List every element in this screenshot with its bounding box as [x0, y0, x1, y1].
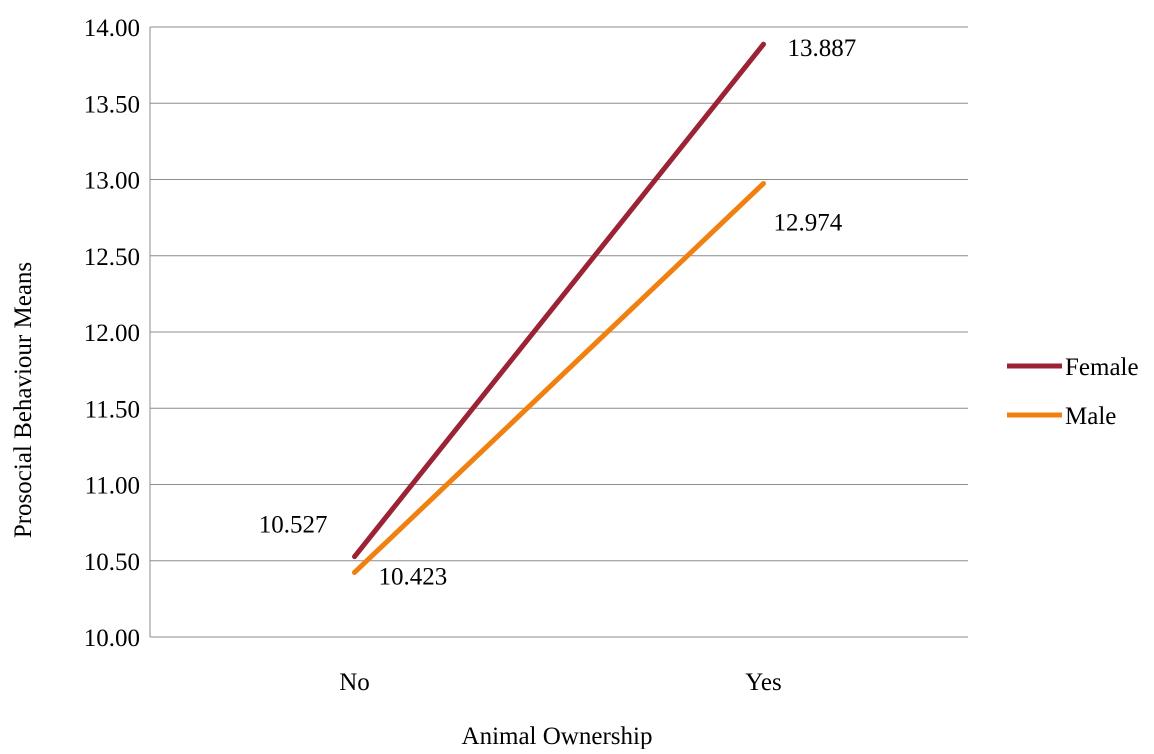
y-tick-label: 12.50 — [84, 244, 140, 271]
y-tick-label: 13.00 — [84, 168, 140, 195]
data-label-female: 13.887 — [788, 35, 857, 62]
data-label-female: 10.527 — [259, 512, 328, 539]
legend-label-female: Female — [1065, 354, 1139, 381]
series-lines — [352, 41, 766, 575]
data-label-male: 12.974 — [774, 209, 843, 236]
data-label-male: 10.423 — [379, 563, 448, 590]
y-tick-label: 14.00 — [84, 15, 140, 42]
legend: Female Male — [1007, 354, 1139, 430]
x-axis-title: Animal Ownership — [462, 723, 653, 749]
y-tick-label: 13.50 — [84, 91, 140, 118]
y-tick-labels: 10.00 10.50 11.00 11.50 12.00 12.50 13.00 13.50… — [84, 15, 140, 652]
x-tick-label: No — [339, 669, 370, 696]
y-tick-label: 12.00 — [84, 320, 140, 347]
x-tick-label: Yes — [745, 669, 781, 696]
y-tick-label: 11.00 — [85, 473, 140, 500]
x-tick-labels: No Yes — [339, 669, 781, 696]
axes — [149, 27, 968, 638]
y-tick-label: 10.00 — [84, 625, 140, 652]
y-axis-title: Prosocial Behaviour Means — [10, 262, 37, 538]
y-tick-label: 11.50 — [85, 396, 140, 423]
series-line-female — [352, 41, 766, 560]
legend-label-male: Male — [1065, 403, 1116, 430]
data-labels: 10.527 13.887 10.423 12.974 — [259, 35, 857, 590]
series-line-male — [352, 180, 766, 575]
y-tick-label: 10.50 — [84, 549, 140, 576]
gridlines — [150, 26, 968, 562]
